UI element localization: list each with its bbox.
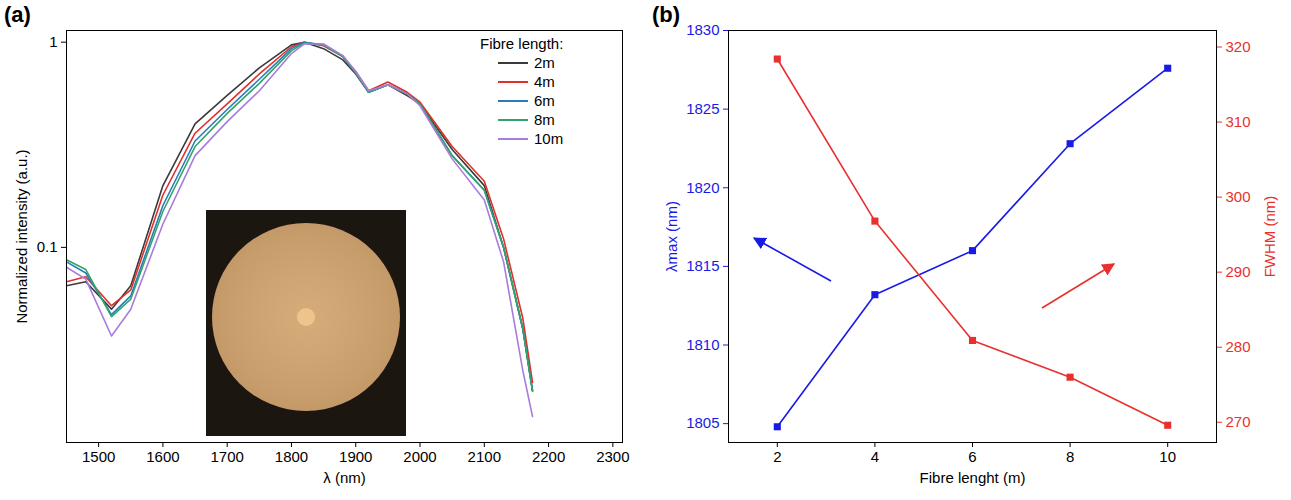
html-text:8m: 8m [534,111,555,128]
svg-text:1825: 1825 [686,100,719,117]
svg-text:1805: 1805 [686,414,719,431]
svg-text:6: 6 [968,448,976,465]
svg-text:2200: 2200 [532,448,565,465]
svg-text:1600: 1600 [146,448,179,465]
svg-text:1: 1 [49,33,57,50]
svg-text:2300: 2300 [596,448,629,465]
svg-text:1500: 1500 [82,448,115,465]
svg-text:10: 10 [1159,448,1176,465]
svg-text:λmax (nm): λmax (nm) [663,201,680,272]
svg-text:Normalized intensity (a.u.): Normalized intensity (a.u.) [13,149,30,323]
svg-text:8: 8 [1066,448,1074,465]
svg-text:λ (nm): λ (nm) [323,469,366,486]
svg-text:0.1: 0.1 [37,238,58,255]
svg-text:310: 310 [1226,113,1251,130]
svg-text:320: 320 [1226,38,1251,55]
html-text:(b): (b) [652,2,681,27]
html-text:2m: 2m [534,54,555,71]
svg-text:1900: 1900 [339,448,372,465]
svg-text:2000: 2000 [403,448,436,465]
svg-text:FWHM (nm): FWHM (nm) [1261,196,1278,278]
svg-text:2100: 2100 [468,448,501,465]
svg-text:1800: 1800 [275,448,308,465]
svg-text:1815: 1815 [686,257,719,274]
svg-text:280: 280 [1226,338,1251,355]
html-text:6m: 6m [534,92,555,109]
html-text:(a): (a) [4,2,31,27]
html-text:Fibre length:: Fibre length: [480,35,564,52]
svg-text:2: 2 [773,448,781,465]
svg-text:1700: 1700 [211,448,244,465]
svg-text:4: 4 [871,448,879,465]
svg-text:Fibre lenght (m): Fibre lenght (m) [920,469,1026,486]
svg-text:1830: 1830 [686,21,719,38]
html-text:10m: 10m [534,130,564,147]
svg-text:270: 270 [1226,413,1251,430]
html-text:4m: 4m [534,73,555,90]
svg-text:300: 300 [1226,188,1251,205]
svg-text:1810: 1810 [686,336,719,353]
svg-text:1820: 1820 [686,179,719,196]
svg-text:290: 290 [1226,263,1251,280]
